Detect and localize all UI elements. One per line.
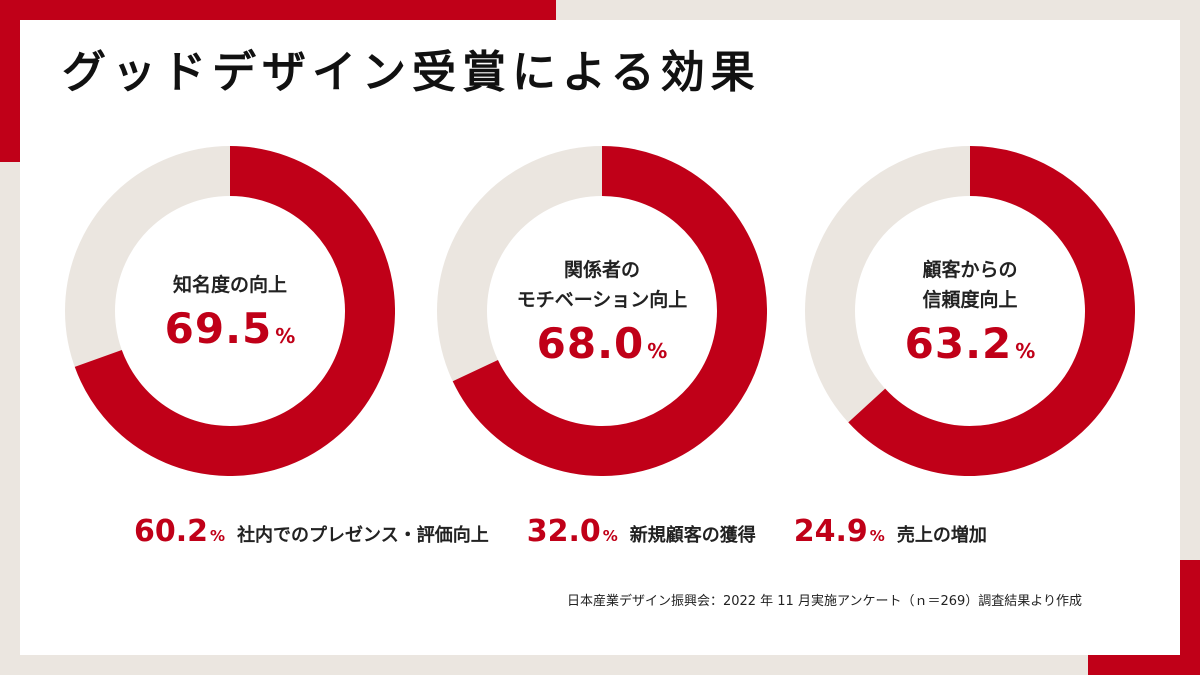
donut-value-arc: [848, 146, 1135, 476]
percent-sign: %: [1015, 338, 1036, 363]
donut-label: 顧客からの 信頼度向上: [922, 258, 1018, 311]
donut-chart-trust: 顧客からの 信頼度向上 63.2%: [805, 146, 1135, 476]
accent-bar-top: [0, 0, 556, 20]
percent-sign: %: [602, 527, 618, 545]
stat-value-number: 24.9: [793, 514, 868, 549]
stat-label: 社内でのプレゼンス・評価向上: [237, 525, 489, 546]
percent-sign: %: [210, 527, 226, 545]
donut-value: 63.2%: [905, 319, 1036, 368]
donut-svg: [805, 146, 1135, 476]
page-title: グッドデザイン受賞による効果: [62, 47, 761, 98]
donut-label: 知名度の向上: [172, 273, 287, 296]
donut-value: 68.0%: [537, 319, 668, 368]
donut-value-number: 68.0: [536, 318, 645, 368]
accent-bar-bottom: [1088, 655, 1200, 675]
content-panel: [20, 20, 1180, 655]
donut-value-number: 63.2: [904, 318, 1013, 368]
stat-value: 24.9%: [794, 514, 885, 549]
donut-value-arc: [74, 146, 395, 476]
stat-value-number: 60.2: [134, 514, 209, 549]
donut-value-arc: [452, 146, 767, 476]
source-note: 日本産業デザイン振興会：2022 年 11 月実施アンケート（ｎ＝269）調査結…: [566, 594, 1082, 609]
stat-label: 新規顧客の獲得: [629, 525, 756, 546]
donut-value: 69.5%: [165, 304, 296, 353]
stat-item: 60.2% 社内でのプレゼンス・評価向上: [134, 514, 489, 549]
donut-label: 関係者の モチベーション向上: [516, 258, 688, 311]
stat-label: 売上の増加: [896, 525, 987, 546]
stat-item: 24.9% 売上の増加: [794, 514, 987, 549]
stat-value-number: 32.0: [526, 514, 601, 549]
other-effects-list: 60.2% 社内でのプレゼンス・評価向上 32.0% 新規顧客の獲得 24.9%…: [134, 514, 1025, 554]
donut-chart-awareness: 知名度の向上 69.5%: [65, 146, 395, 476]
percent-sign: %: [647, 338, 668, 363]
percent-sign: %: [869, 527, 885, 545]
donut-svg: [437, 146, 767, 476]
donut-value-number: 69.5: [164, 303, 273, 353]
accent-bar-right: [1180, 560, 1200, 675]
stat-value: 32.0%: [527, 514, 618, 549]
stat-value: 60.2%: [134, 514, 225, 549]
accent-bar-left: [0, 0, 20, 162]
donut-chart-motivation: 関係者の モチベーション向上 68.0%: [437, 146, 767, 476]
percent-sign: %: [275, 323, 296, 348]
stat-item: 32.0% 新規顧客の獲得: [527, 514, 756, 549]
donut-svg: [65, 146, 395, 476]
